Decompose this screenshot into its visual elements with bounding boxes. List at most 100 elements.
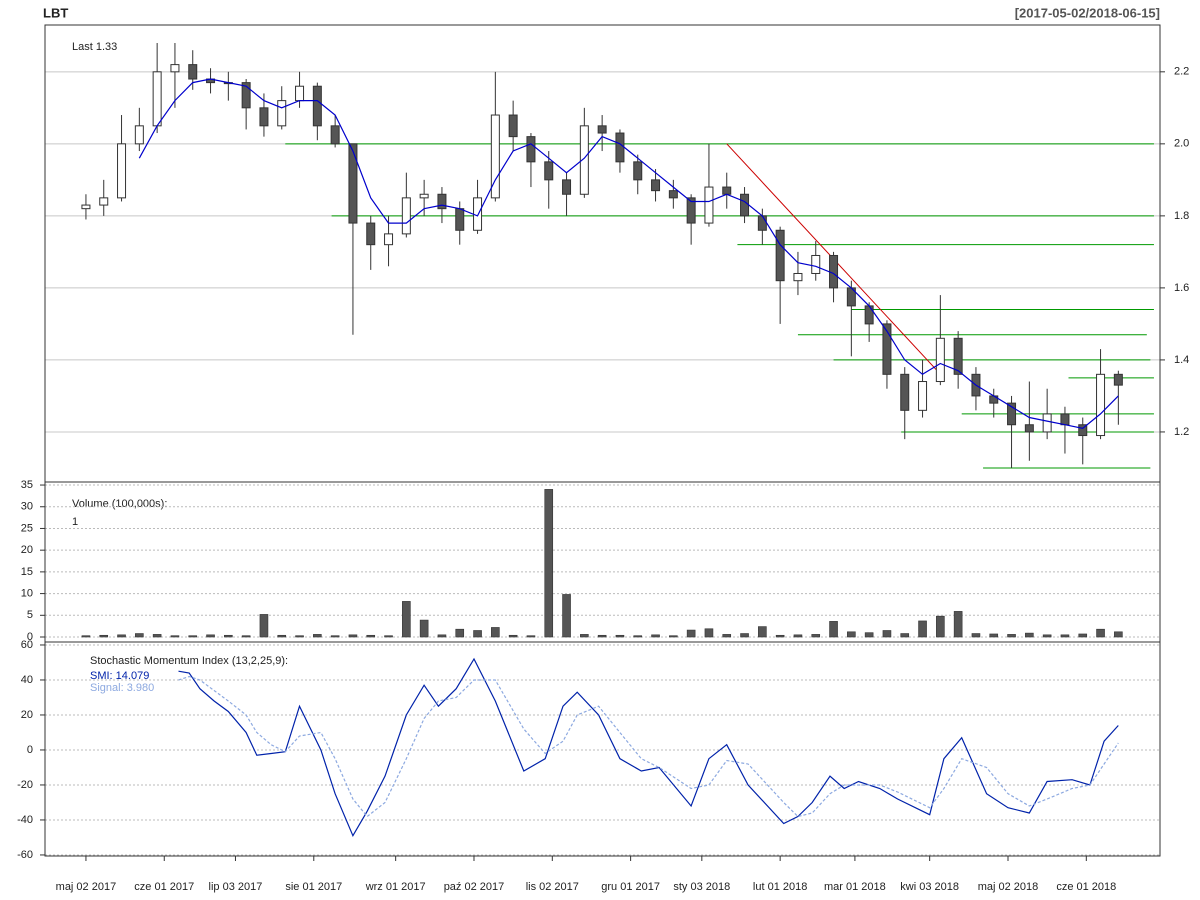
volume-bar xyxy=(989,633,999,638)
volume-bar xyxy=(152,634,162,638)
y-tick-label: -20 xyxy=(17,779,33,791)
x-tick-label: mar 01 2018 xyxy=(824,881,886,893)
candle-body xyxy=(188,64,198,80)
y-tick-label: -40 xyxy=(17,814,33,826)
candle-body xyxy=(740,193,750,217)
candle-body xyxy=(900,373,910,411)
volume-bar xyxy=(811,634,821,638)
candle-body xyxy=(1024,424,1034,433)
volume-bar xyxy=(1042,634,1052,638)
volume-bar xyxy=(81,635,91,638)
chart-title: LBT xyxy=(43,5,68,20)
x-tick-label: maj 02 2017 xyxy=(56,881,117,893)
candle-body xyxy=(686,197,696,224)
x-tick-label: wrz 01 2017 xyxy=(365,881,426,893)
candle-body xyxy=(366,222,376,246)
candle-body xyxy=(473,197,483,231)
y-tick-label: 10 xyxy=(21,587,33,599)
candle-body xyxy=(597,125,607,134)
volume-bar xyxy=(544,489,554,638)
candle-body xyxy=(793,272,803,282)
y-tick-label: -60 xyxy=(17,849,33,861)
volume-bar xyxy=(491,627,500,638)
series-line xyxy=(178,675,1119,818)
volume-bar xyxy=(651,634,660,638)
x-tick-label: kwi 03 2018 xyxy=(900,881,959,893)
candle-body xyxy=(277,100,287,127)
y-tick-label: 20 xyxy=(21,709,33,721)
volume-bar xyxy=(633,635,643,638)
candle-body xyxy=(401,197,411,235)
x-tick-label: cze 01 2017 xyxy=(134,881,194,893)
candle-body xyxy=(419,193,429,199)
y-tick-label: 0 xyxy=(27,631,33,643)
candle-body xyxy=(81,204,91,210)
volume-bar xyxy=(686,629,696,638)
volume-bar xyxy=(508,634,518,638)
x-tick-label: lis 02 2017 xyxy=(526,881,579,893)
volume-bar xyxy=(419,619,429,638)
series-line xyxy=(178,657,1119,838)
candle-body xyxy=(882,323,892,375)
volume-bar xyxy=(1060,634,1070,638)
candle-body xyxy=(722,186,732,195)
x-tick-label: lip 03 2017 xyxy=(209,881,263,893)
y-tick-label: 5 xyxy=(27,609,33,621)
volume-bar xyxy=(829,621,838,638)
candle-body xyxy=(1042,413,1052,433)
candle-body xyxy=(526,136,536,163)
volume-bar xyxy=(580,634,589,638)
smi-title: Stochastic Momentum Index (13,2,25,9): xyxy=(90,655,288,667)
volume-bar xyxy=(758,626,767,638)
y-tick-label: 1.2 xyxy=(1174,426,1189,438)
volume-bar xyxy=(1114,631,1123,638)
candle-body xyxy=(152,71,162,127)
candle-body xyxy=(615,132,625,163)
candle-body xyxy=(134,125,144,145)
volume-bar xyxy=(170,635,180,638)
volume-bar xyxy=(562,594,571,638)
volume-bar xyxy=(99,634,109,638)
x-tick-label: lut 01 2018 xyxy=(753,881,807,893)
volume-bar xyxy=(1007,634,1016,638)
volume-bar xyxy=(330,635,340,638)
candle-body xyxy=(757,215,767,231)
volume-bar xyxy=(1025,632,1034,638)
candle-body xyxy=(864,305,874,325)
volume-bar xyxy=(241,635,251,638)
y-tick-label: 20 xyxy=(21,544,33,556)
x-tick-label: sty 03 2018 xyxy=(673,881,730,893)
candle-body xyxy=(562,179,572,195)
candle-body xyxy=(384,233,394,246)
date-range: [2017-05-02/2018-06-15] xyxy=(1015,5,1160,20)
y-tick-label: 2.0 xyxy=(1174,138,1189,150)
volume-bar xyxy=(526,635,536,638)
candle-body xyxy=(1007,402,1017,426)
volume-bar xyxy=(615,634,625,638)
volume-bar xyxy=(1096,628,1105,638)
volume-bar xyxy=(847,631,856,638)
volume-bar xyxy=(722,634,732,638)
candle-body xyxy=(490,114,500,199)
volume-bar xyxy=(775,634,785,638)
volume-bar xyxy=(277,634,287,638)
candle-body xyxy=(953,337,963,375)
candle-body xyxy=(1078,424,1088,437)
x-tick-label: paź 02 2017 xyxy=(444,881,505,893)
candle-body xyxy=(704,186,714,224)
volume-bar xyxy=(740,633,749,638)
y-tick-label: 2.2 xyxy=(1174,66,1189,78)
volume-bar xyxy=(366,634,376,638)
candle-body xyxy=(1060,413,1070,426)
volume-bar xyxy=(295,635,304,638)
volume-bar xyxy=(597,634,607,638)
candle-body xyxy=(330,125,340,145)
candle-body xyxy=(348,143,358,224)
candle-body xyxy=(241,82,251,109)
volume-bar xyxy=(117,634,126,638)
y-tick-label: 60 xyxy=(21,639,33,651)
x-tick-label: sie 01 2017 xyxy=(285,881,342,893)
legend-entry: SMI: 14.079 xyxy=(90,670,149,682)
volume-bar xyxy=(1078,633,1088,638)
candle-body xyxy=(117,143,127,199)
